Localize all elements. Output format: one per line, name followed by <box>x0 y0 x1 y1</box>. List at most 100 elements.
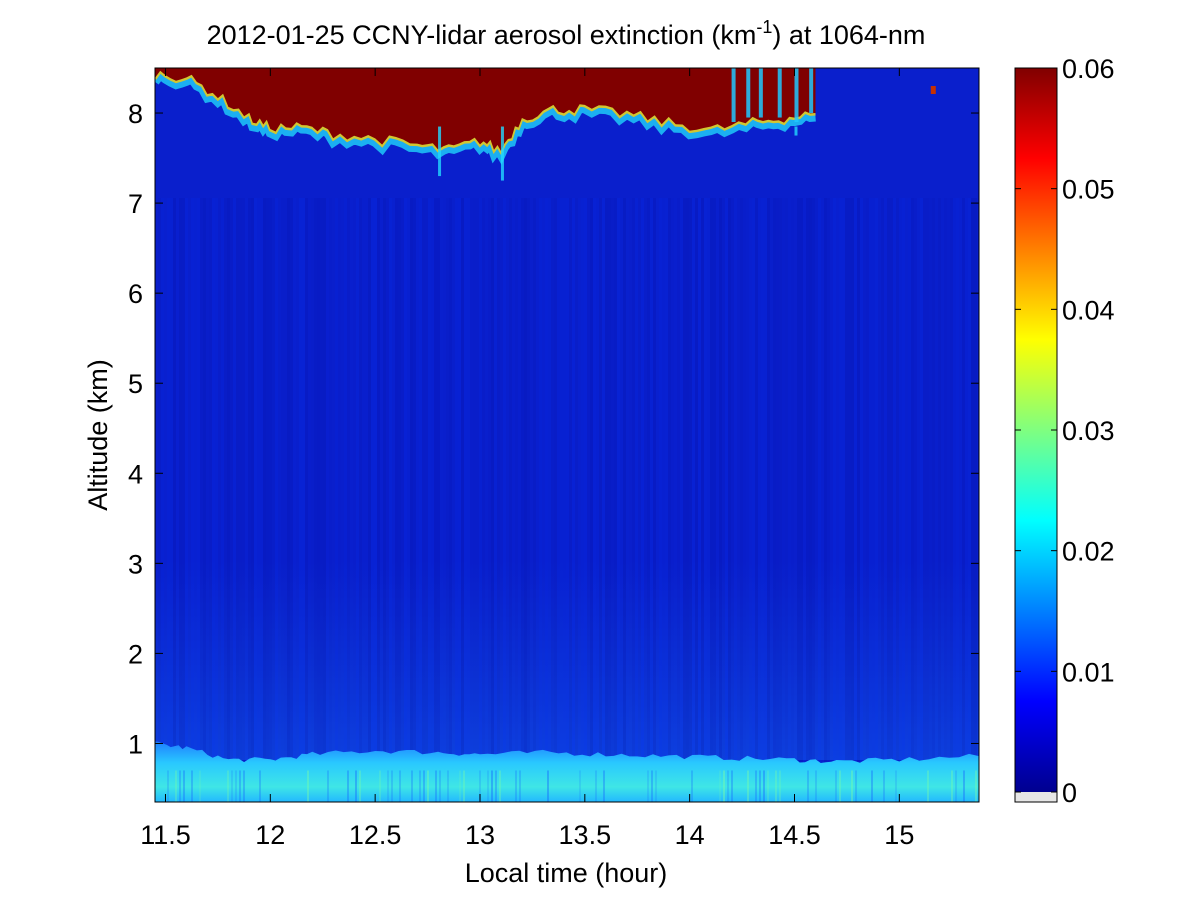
bl-streak <box>411 770 413 802</box>
bl-streak <box>423 770 425 802</box>
stripe <box>218 198 221 802</box>
stripe <box>161 198 164 802</box>
stripe <box>221 198 224 802</box>
bl-streak <box>975 770 977 802</box>
stripe <box>479 198 482 802</box>
colorbar-tick-label: 0.05 <box>1062 175 1115 205</box>
stripe <box>257 198 260 802</box>
stripe <box>380 198 383 802</box>
stripe <box>602 198 605 802</box>
stripe <box>596 198 599 802</box>
bl-streak <box>807 770 809 802</box>
cloud-streak <box>794 126 798 136</box>
stripe <box>701 198 704 802</box>
bl-streak <box>387 770 389 802</box>
stripe <box>386 198 389 802</box>
stripe <box>461 198 464 802</box>
stripe <box>794 198 797 802</box>
stripe <box>935 198 938 802</box>
stripe <box>857 198 860 802</box>
bl-streak <box>235 770 237 802</box>
stripe <box>317 198 320 802</box>
stripe <box>821 198 824 802</box>
stripe <box>242 198 245 802</box>
stripe <box>500 198 503 802</box>
bl-streak <box>851 770 853 802</box>
stripe <box>431 198 434 802</box>
stripe <box>311 198 314 802</box>
stripe <box>440 198 443 802</box>
stripe <box>899 198 902 802</box>
bl-streak <box>755 770 757 802</box>
stripe <box>623 198 626 802</box>
stripe <box>410 198 413 802</box>
x-tick-label: 14.5 <box>768 820 821 850</box>
bl-streak <box>391 770 393 802</box>
stripe <box>503 198 506 802</box>
stripe <box>170 198 173 802</box>
stripe <box>542 198 545 802</box>
stripe <box>287 198 290 802</box>
stripe <box>158 198 161 802</box>
stripe <box>614 198 617 802</box>
stripe <box>881 198 884 802</box>
stripe <box>731 198 734 802</box>
stripe <box>230 198 233 802</box>
stripe <box>812 198 815 802</box>
stripe <box>875 198 878 802</box>
stripe <box>740 198 743 802</box>
stripe <box>332 198 335 802</box>
stripe <box>761 198 764 802</box>
stripe <box>422 198 425 802</box>
bl-streak <box>779 770 781 802</box>
stripe <box>293 198 296 802</box>
stripe <box>398 198 401 802</box>
stripe <box>818 198 821 802</box>
stripe <box>938 198 941 802</box>
stripe <box>890 198 893 802</box>
stripe <box>869 198 872 802</box>
stripe <box>497 198 500 802</box>
stripe <box>941 198 944 802</box>
stripe <box>449 198 452 802</box>
stripe <box>389 198 392 802</box>
stripe <box>770 198 773 802</box>
stripe <box>203 198 206 802</box>
bl-streak <box>871 770 873 802</box>
stripe <box>521 198 524 802</box>
stripe <box>365 198 368 802</box>
bl-streak <box>519 770 521 802</box>
stripe <box>605 198 608 802</box>
stripe <box>182 198 185 802</box>
bl-streak <box>427 770 429 802</box>
stripe <box>923 198 926 802</box>
stripe <box>842 198 845 802</box>
stripe <box>539 198 542 802</box>
stripe <box>320 198 323 802</box>
colorbar-tick-label: 0.03 <box>1062 416 1115 446</box>
stripe <box>509 198 512 802</box>
bl-streak <box>439 770 441 802</box>
stripe <box>719 198 722 802</box>
stripe <box>587 198 590 802</box>
stripe <box>677 198 680 802</box>
bl-streak <box>359 770 361 802</box>
stripe <box>692 198 695 802</box>
y-axis: 1 2 3 4 5 6 7 8 <box>128 99 979 759</box>
bl-streak <box>723 770 725 802</box>
stripe <box>323 198 326 802</box>
stripe <box>578 198 581 802</box>
x-tick-label: 14 <box>675 820 705 850</box>
cloud-column <box>731 68 736 123</box>
stripe <box>929 198 932 802</box>
stripe <box>743 198 746 802</box>
stripe <box>956 198 959 802</box>
bl-streak <box>595 770 597 802</box>
y-tick-label: 1 <box>128 729 143 759</box>
stripe <box>767 198 770 802</box>
stripe <box>377 198 380 802</box>
stripe <box>275 198 278 802</box>
stripe <box>704 198 707 802</box>
stripe <box>272 198 275 802</box>
stripe <box>326 198 329 802</box>
